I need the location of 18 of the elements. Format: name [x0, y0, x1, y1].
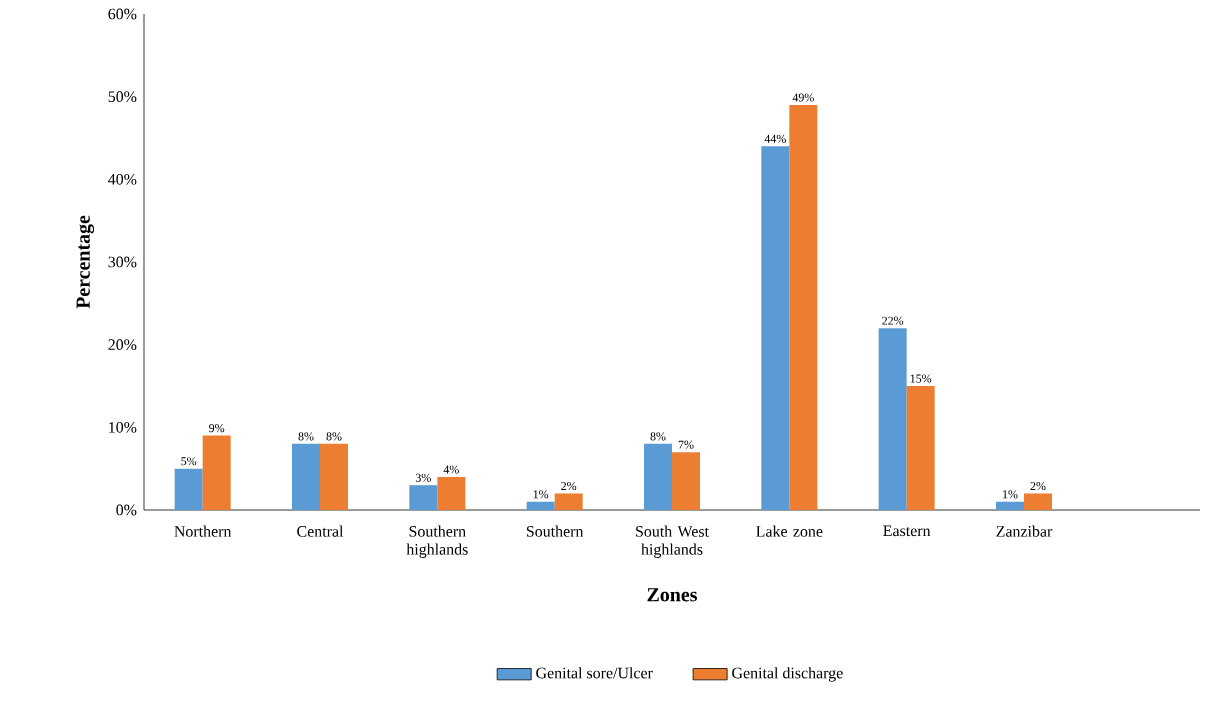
bar — [409, 485, 438, 510]
y-axis-title: Percentage — [76, 215, 95, 309]
bar — [671, 452, 700, 510]
bar — [643, 443, 672, 510]
bar — [995, 501, 1024, 510]
bar — [202, 435, 231, 510]
bar — [437, 476, 466, 510]
bar — [174, 468, 203, 510]
x-axis-title: Zones — [647, 588, 697, 602]
bar — [878, 328, 907, 510]
bar — [1023, 493, 1052, 510]
bar — [320, 443, 348, 510]
bar — [789, 104, 818, 510]
bar — [292, 443, 320, 510]
bar — [906, 386, 935, 510]
bar — [526, 501, 555, 510]
bar — [761, 146, 790, 510]
bar — [554, 493, 583, 510]
